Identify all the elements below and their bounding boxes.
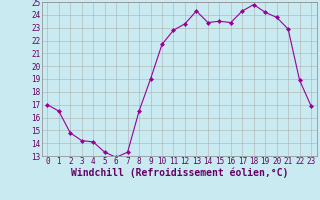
X-axis label: Windchill (Refroidissement éolien,°C): Windchill (Refroidissement éolien,°C)	[70, 168, 288, 178]
